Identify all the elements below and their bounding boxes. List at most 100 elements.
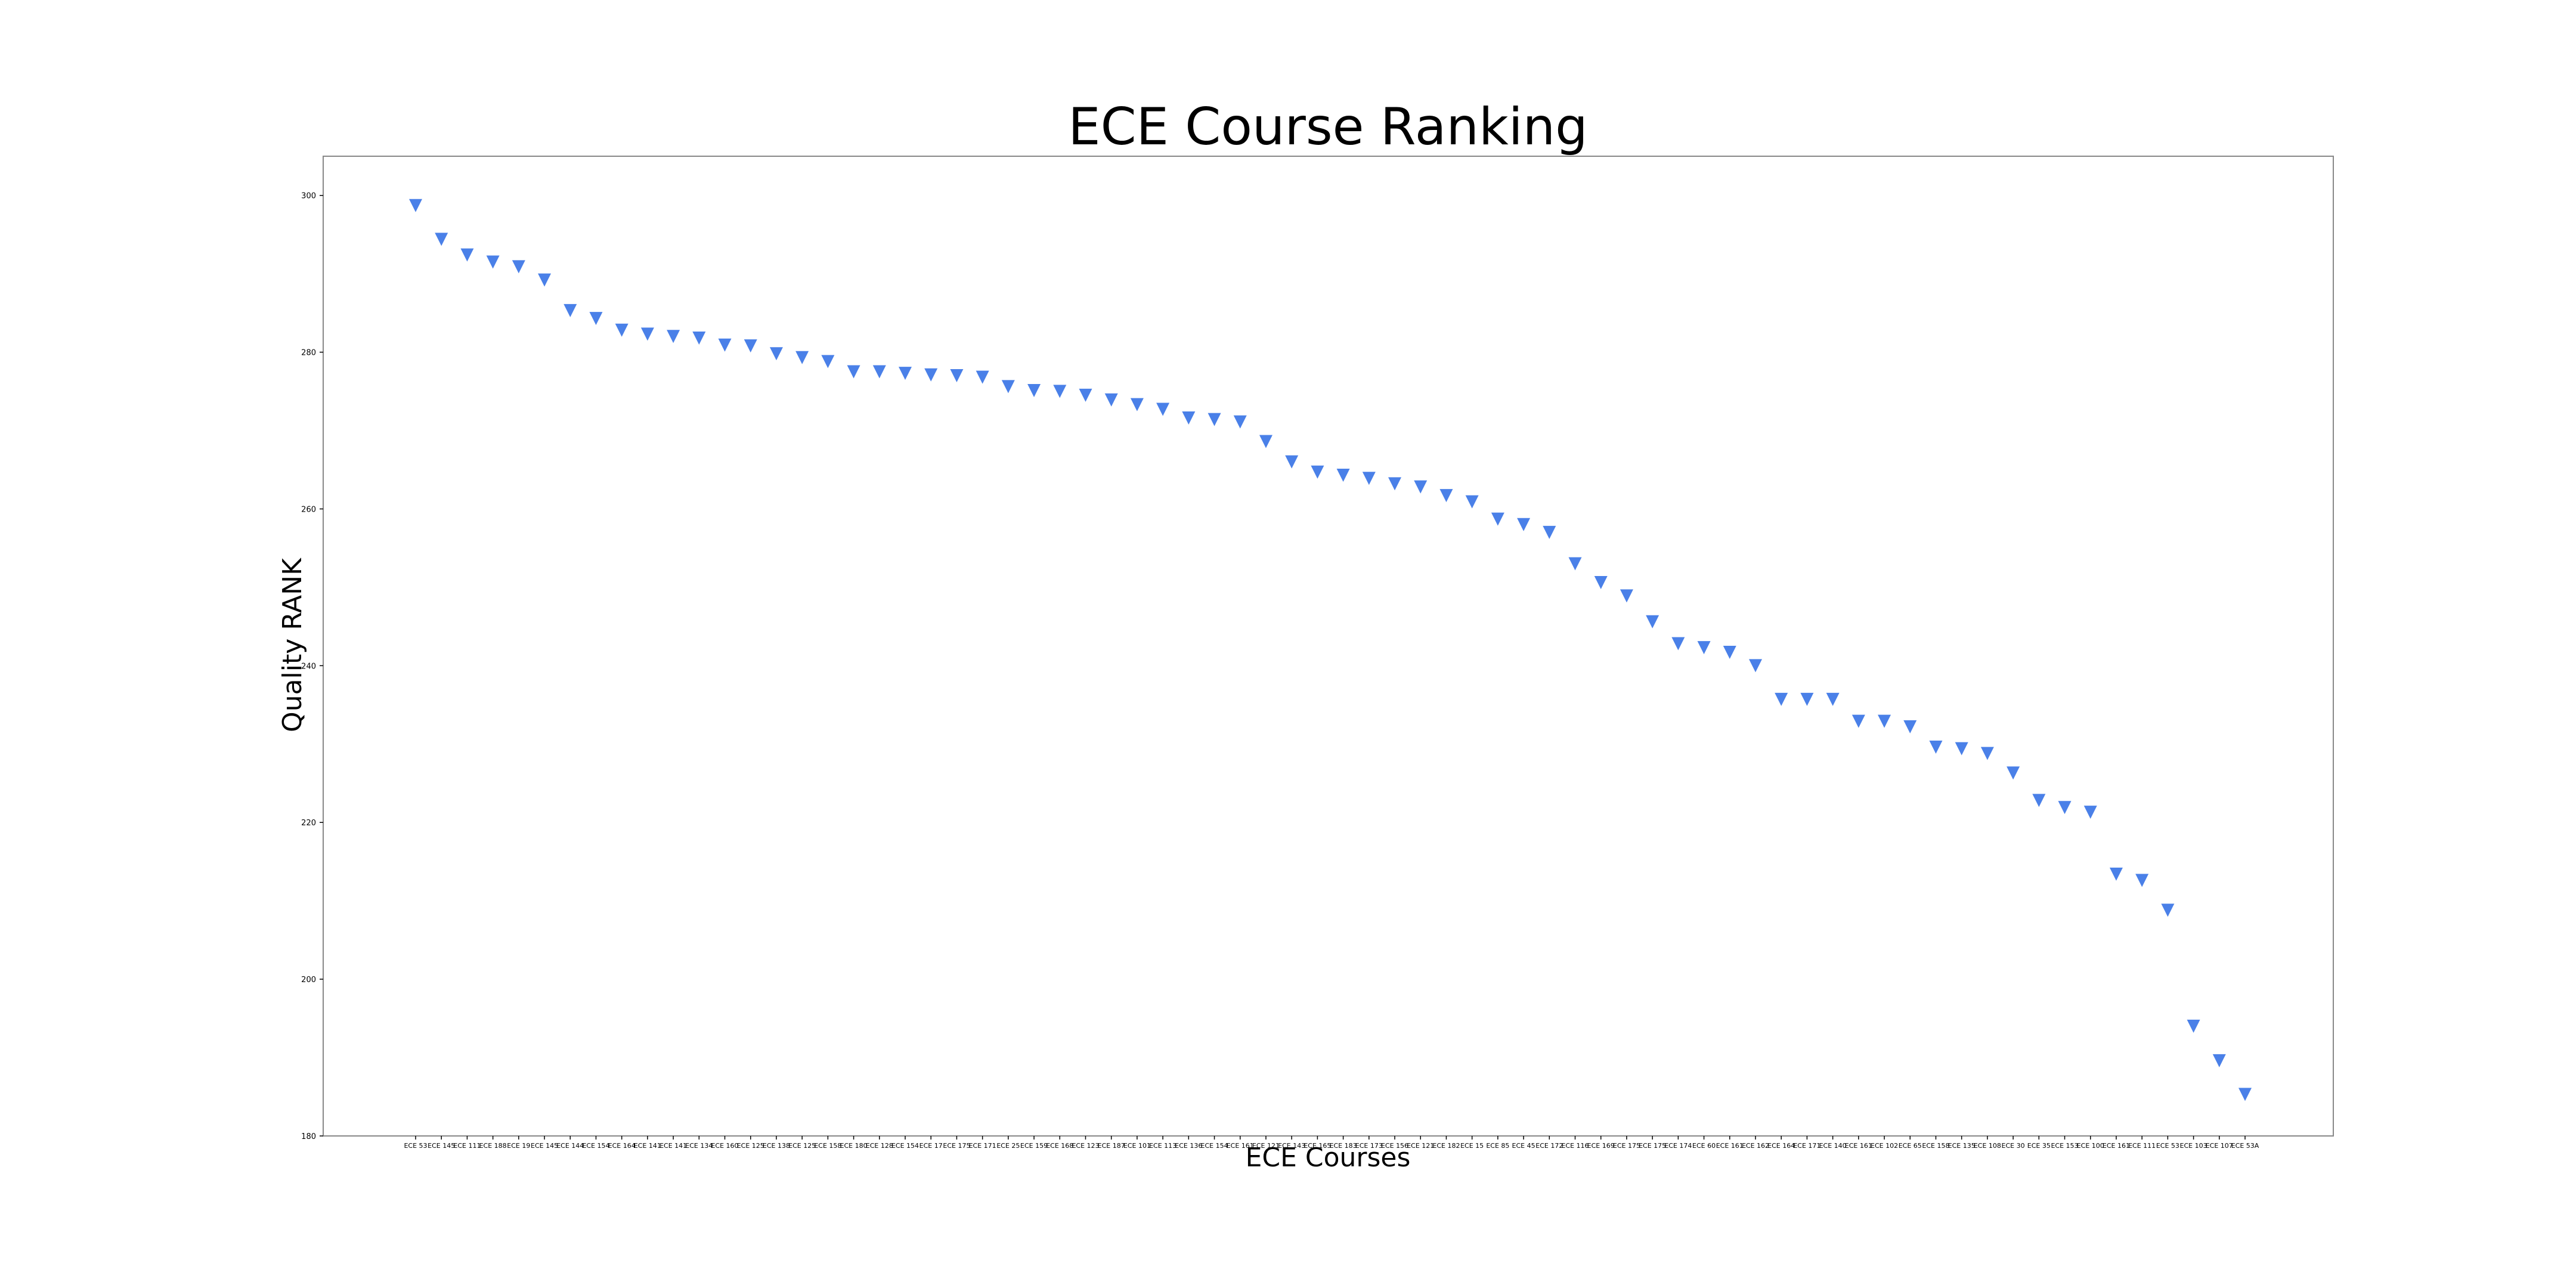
- data-point: [589, 312, 603, 326]
- x-tick-label: ECE 183: [1330, 1142, 1357, 1150]
- x-tick-label: ECE 171: [969, 1142, 996, 1150]
- data-point: [1646, 615, 1659, 628]
- data-point: [409, 199, 422, 212]
- data-point: [950, 369, 964, 383]
- x-tick-label: ECE 143: [1278, 1142, 1305, 1150]
- plot-area: [323, 156, 2334, 1137]
- x-tick-label: ECE 175: [1613, 1142, 1640, 1150]
- x-tick-label: ECE 161: [1716, 1142, 1744, 1150]
- data-point: [2007, 766, 2020, 780]
- x-tick-label: ECE 19: [507, 1142, 530, 1150]
- x-tick-label: ECE 60: [1692, 1142, 1716, 1150]
- x-tick-label: ECE 158: [1922, 1142, 1949, 1150]
- x-tick-label: ECE 164: [1767, 1142, 1795, 1150]
- x-tick-label: ECE 116: [1561, 1142, 1589, 1150]
- data-point: [821, 355, 835, 369]
- x-tick-label: ECE 154: [582, 1142, 609, 1150]
- x-tick-label: ECE 159: [1020, 1142, 1048, 1150]
- data-point: [1903, 720, 1917, 733]
- x-tick-label: ECE 161: [1845, 1142, 1872, 1150]
- data-point: [1285, 455, 1299, 469]
- x-tick-label: ECE 135: [1948, 1142, 1976, 1150]
- data-point: [564, 304, 577, 317]
- data-point: [1465, 495, 1479, 509]
- data-point: [512, 260, 525, 274]
- x-tick-label: ECE 175: [943, 1142, 970, 1150]
- x-tick-label: ECE 85: [1486, 1142, 1509, 1150]
- data-point: [486, 255, 500, 269]
- x-tick-label: ECE 144: [556, 1142, 584, 1150]
- x-tick-label: ECE 108: [1974, 1142, 2001, 1150]
- x-axis-label: ECE Courses: [1246, 1143, 1411, 1173]
- x-tick-label: ECE 30: [2002, 1142, 2025, 1150]
- data-point: [1156, 402, 1170, 416]
- x-tick-label: ECE 123: [1072, 1142, 1099, 1150]
- x-tick-label: ECE 111: [453, 1142, 481, 1150]
- x-tick-label: ECE 165: [1304, 1142, 1331, 1150]
- y-tick-label: 300: [301, 192, 316, 201]
- data-point: [1568, 557, 1582, 571]
- data-point: [1723, 646, 1736, 660]
- data-point: [1001, 380, 1015, 394]
- x-tick-label: ECE 140: [1819, 1142, 1847, 1150]
- data-point: [2161, 903, 2175, 917]
- data-point: [1878, 714, 1891, 728]
- x-tick-label: ECE 121: [1407, 1142, 1434, 1150]
- x-tick-label: ECE 172: [1535, 1142, 1563, 1150]
- x-tick-label: ECE 188: [479, 1142, 507, 1150]
- x-tick-label: ECE 107: [2206, 1142, 2233, 1150]
- data-point: [2109, 867, 2123, 881]
- x-tick-label: ECE 156: [1381, 1142, 1408, 1150]
- data-point: [2083, 806, 2097, 819]
- data-point: [872, 365, 886, 379]
- data-point: [899, 367, 912, 380]
- x-tick-label: ECE 175: [1639, 1142, 1666, 1150]
- data-point: [2212, 1054, 2226, 1067]
- data-point: [2238, 1088, 2252, 1101]
- x-tick-label: ECE 17: [919, 1142, 943, 1150]
- x-tick-label: ECE 101: [1123, 1142, 1151, 1150]
- x-tick-label: ECE 103: [2180, 1142, 2207, 1150]
- y-tick-label: 240: [301, 662, 316, 671]
- data-point: [1929, 741, 1943, 754]
- data-point: [1800, 692, 1814, 706]
- data-point: [1079, 388, 1092, 402]
- data-point: [1053, 385, 1067, 398]
- data-point: [1955, 742, 1968, 756]
- data-point: [1594, 576, 1608, 590]
- x-tick-label: ECE 154: [1201, 1142, 1228, 1150]
- data-point: [538, 273, 552, 287]
- data-point: [2187, 1019, 2200, 1033]
- x-tick-label: ECE 113: [1149, 1142, 1176, 1150]
- data-point: [1259, 435, 1272, 448]
- x-tick-label: ECE 173: [1355, 1142, 1383, 1150]
- data-point: [435, 233, 448, 246]
- data-point: [1362, 472, 1376, 485]
- x-tick-label: ECE 154: [891, 1142, 919, 1150]
- x-tick-label: ECE 134: [685, 1142, 713, 1150]
- x-tick-label: ECE 138: [763, 1142, 790, 1150]
- x-tick-label: ECE 53: [2156, 1142, 2179, 1150]
- data-point: [1491, 512, 1504, 526]
- y-tick-label: 180: [301, 1132, 316, 1141]
- x-tick-label: ECE 145: [428, 1142, 455, 1150]
- data-point: [976, 370, 989, 384]
- x-tick-label: ECE 100: [2077, 1142, 2104, 1150]
- data-point: [1439, 489, 1453, 503]
- data-point: [2135, 874, 2149, 887]
- x-tick-label: ECE 35: [2027, 1142, 2051, 1150]
- data-point: [692, 331, 706, 345]
- data-point: [1414, 480, 1428, 494]
- x-tick-label: ECE 128: [866, 1142, 893, 1150]
- data-point: [640, 327, 654, 341]
- x-tick-label: ECE 111: [2128, 1142, 2156, 1150]
- y-axis-label: Quality RANK: [277, 558, 308, 732]
- data-point: [1233, 415, 1247, 429]
- x-tick-label: ECE 171: [1793, 1142, 1820, 1150]
- data-point: [1182, 411, 1196, 425]
- data-point: [1130, 398, 1144, 411]
- x-tick-label: ECE 158: [814, 1142, 841, 1150]
- data-point: [795, 351, 809, 364]
- data-point: [1697, 641, 1711, 655]
- data-point: [1852, 714, 1865, 728]
